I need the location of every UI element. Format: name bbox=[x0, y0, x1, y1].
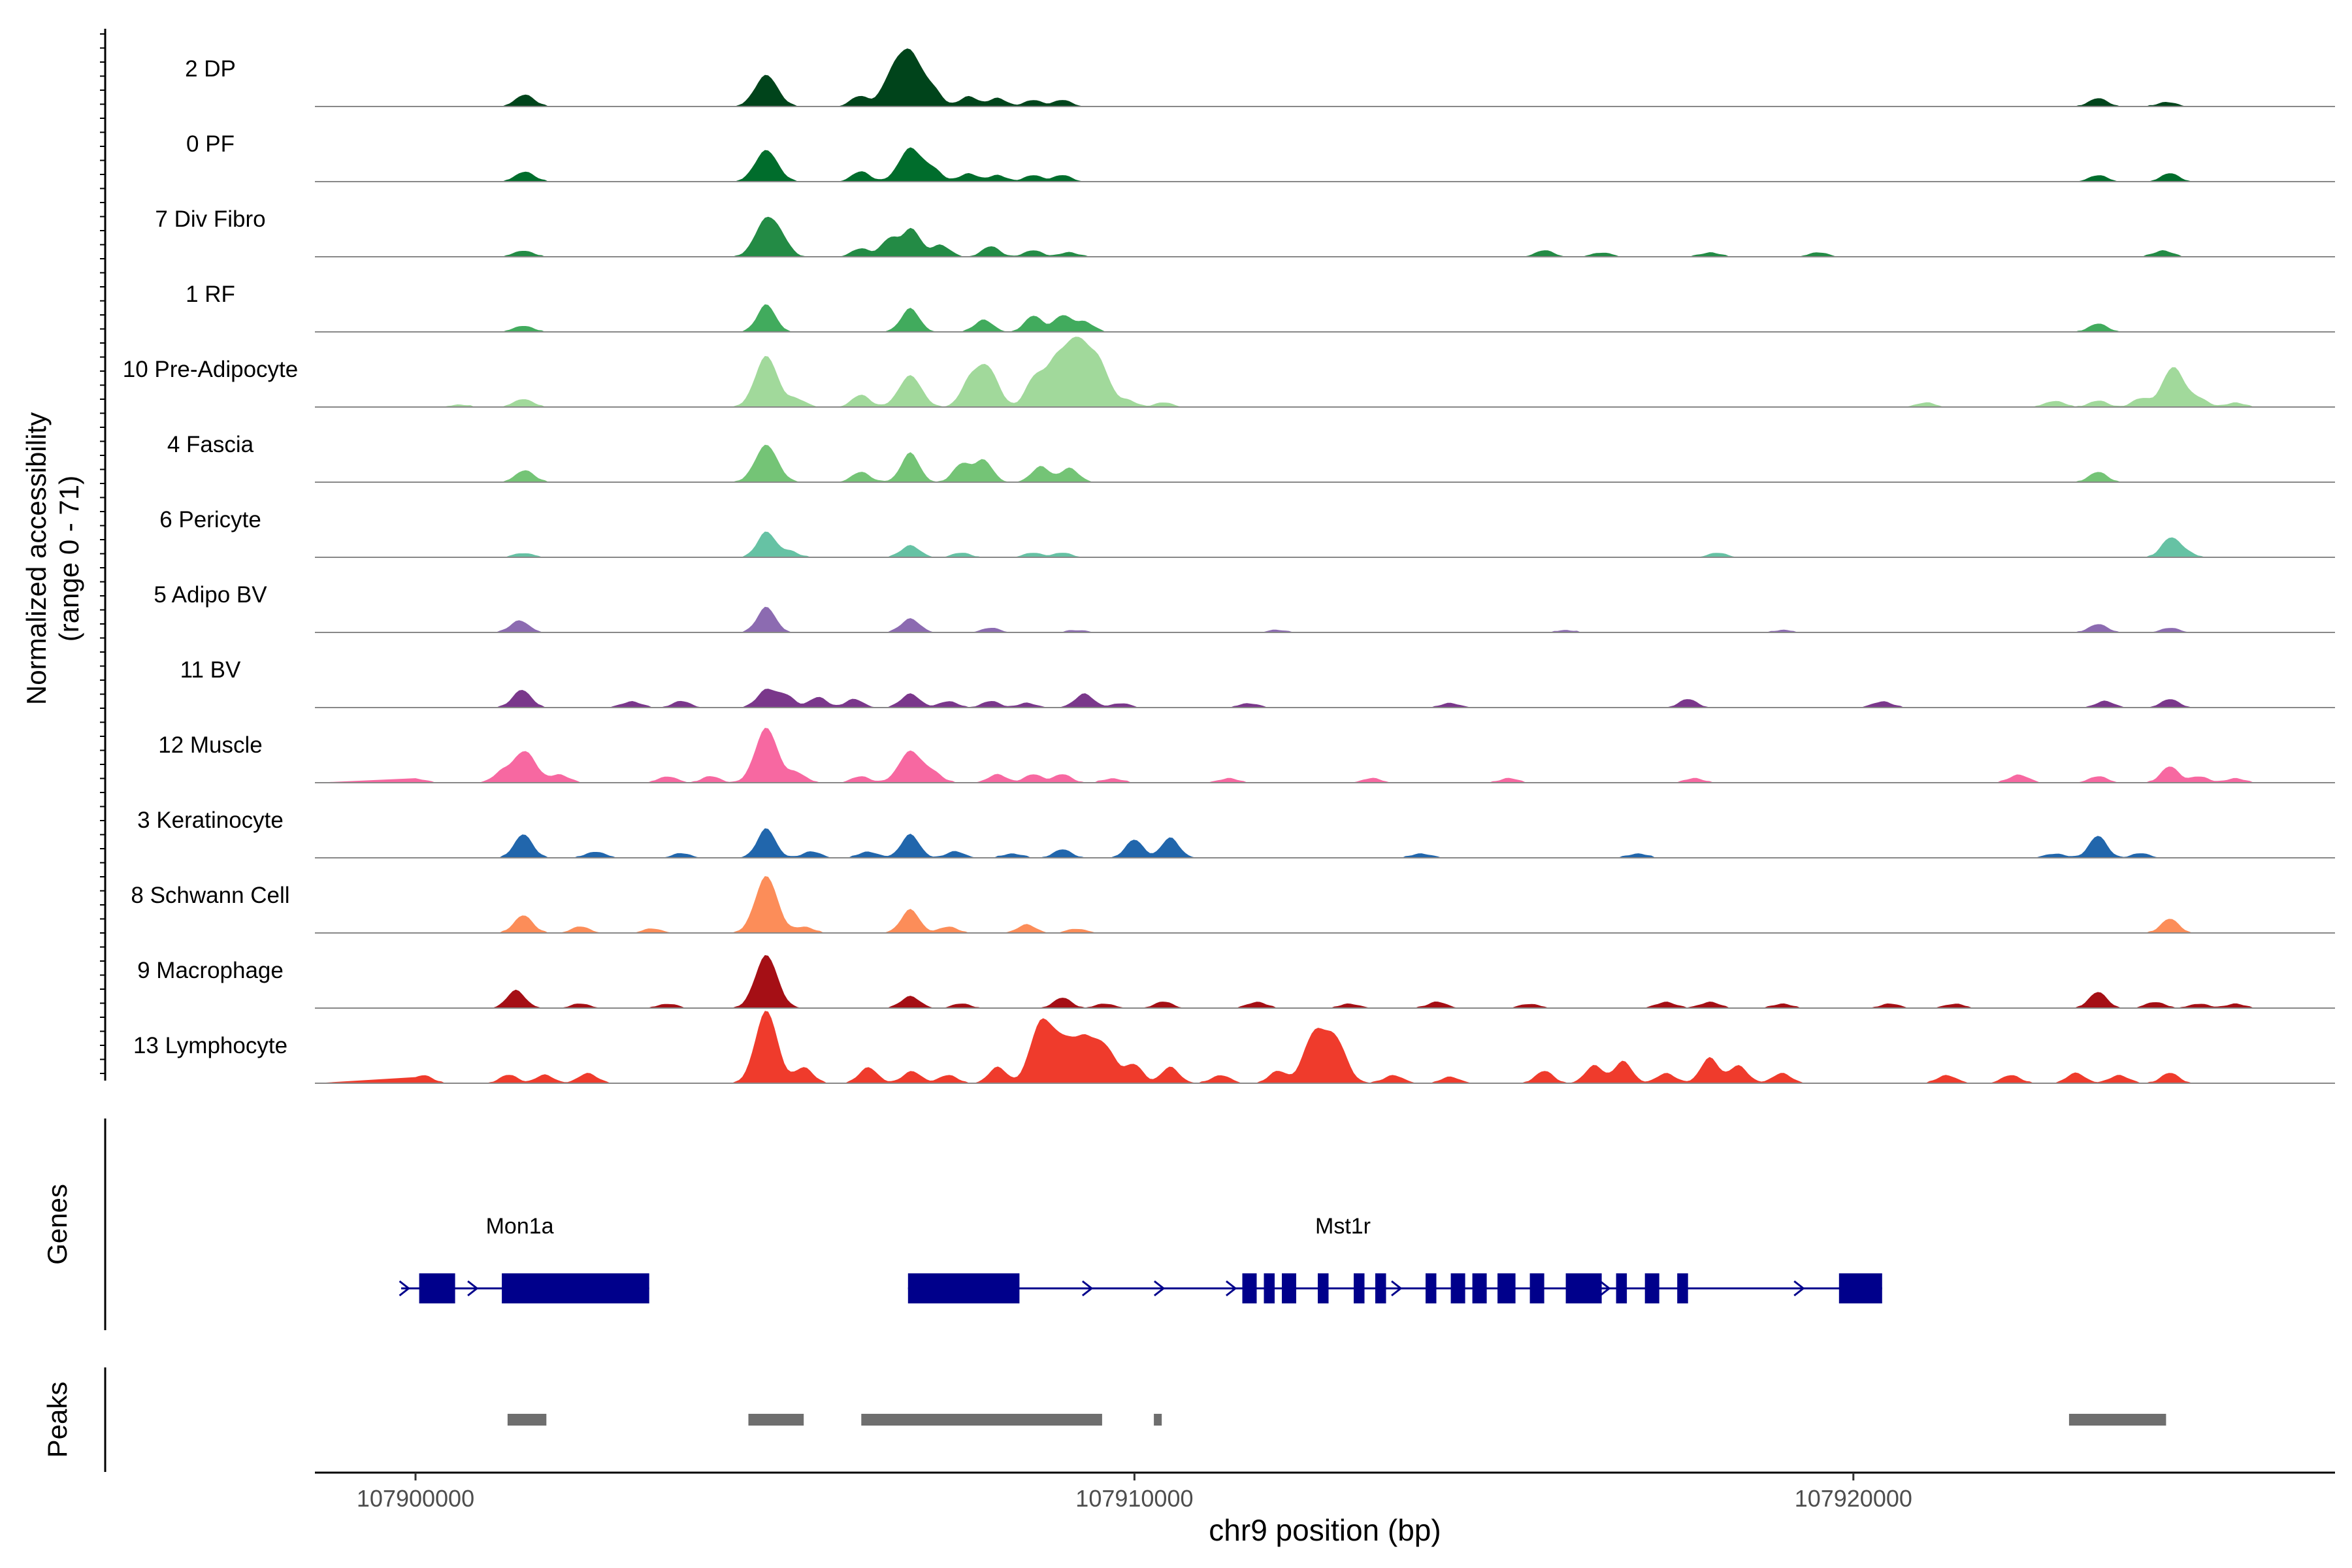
track-label: 0 PF bbox=[186, 131, 235, 157]
accessibility-tracks: 2 DP 0 PF 7 Div Fibro 1 RF 10 Pre-Adipocyte 4… bbox=[123, 48, 2335, 1084]
strand-arrow bbox=[399, 1280, 410, 1297]
track-area bbox=[315, 728, 2285, 783]
track-7: 6 Pericyte bbox=[159, 507, 2335, 558]
track-5: 10 Pre-Adipocyte bbox=[123, 336, 2335, 408]
strand-arrow bbox=[467, 1280, 479, 1297]
y-axis-ticks bbox=[100, 33, 105, 1074]
peak-region bbox=[507, 1414, 547, 1426]
track-4: 1 RF bbox=[186, 282, 2335, 333]
track-1: 2 DP bbox=[185, 48, 2335, 107]
track-label: 6 Pericyte bbox=[159, 507, 261, 532]
x-tick-label: 107900000 bbox=[357, 1485, 474, 1512]
strand-arrow bbox=[1226, 1280, 1237, 1297]
x-tick-label: 107910000 bbox=[1075, 1485, 1193, 1512]
track-9: 11 BV bbox=[180, 657, 2335, 708]
gene-mst1r: Mst1r bbox=[907, 1214, 1882, 1303]
gene-exon bbox=[1318, 1273, 1329, 1303]
track-label: 7 Div Fibro bbox=[155, 206, 265, 232]
gene-exon bbox=[907, 1273, 1020, 1303]
gene-exon bbox=[1282, 1273, 1296, 1303]
track-area bbox=[315, 147, 2285, 182]
gene-exon bbox=[1242, 1273, 1257, 1303]
gene-exon bbox=[1450, 1273, 1465, 1303]
track-label: 3 Keratinocyte bbox=[137, 808, 284, 833]
gene-exon bbox=[1644, 1273, 1659, 1303]
track-area bbox=[315, 876, 2285, 933]
gene-exon bbox=[1677, 1273, 1688, 1303]
track-label: 11 BV bbox=[180, 657, 241, 683]
gene-label: Mst1r bbox=[1315, 1214, 1371, 1239]
track-label: 9 Macrophage bbox=[137, 958, 284, 983]
gene-annotations: Mon1a Mst1r bbox=[399, 1214, 1882, 1303]
track-label: 12 Muscle bbox=[158, 732, 263, 758]
track-8: 5 Adipo BV bbox=[154, 582, 2335, 633]
strand-arrow bbox=[1599, 1280, 1611, 1297]
x-axis-ticks: 107900000 107910000 107920000 bbox=[357, 1473, 1912, 1512]
track-label: 5 Adipo BV bbox=[154, 582, 267, 608]
strand-arrow bbox=[1081, 1280, 1094, 1297]
track-11: 3 Keratinocyte bbox=[137, 808, 2335, 858]
peak-region bbox=[2068, 1414, 2166, 1426]
track-area bbox=[315, 444, 2285, 482]
gene-label: Mon1a bbox=[486, 1214, 554, 1239]
track-area bbox=[315, 689, 2285, 708]
track-13: 9 Macrophage bbox=[137, 955, 2335, 1009]
track-label: 1 RF bbox=[186, 282, 235, 307]
peak-region bbox=[861, 1414, 1102, 1426]
strand-arrow bbox=[1793, 1280, 1805, 1297]
track-label: 2 DP bbox=[185, 56, 236, 82]
track-area bbox=[315, 955, 2285, 1008]
track-label: 13 Lymphocyte bbox=[133, 1033, 287, 1058]
gene-exon bbox=[1264, 1273, 1275, 1303]
track-area bbox=[315, 1011, 2285, 1083]
track-label: 8 Schwann Cell bbox=[131, 883, 289, 908]
x-axis-label: chr9 position (bp) bbox=[1209, 1513, 1441, 1547]
gene-exon bbox=[1497, 1273, 1516, 1303]
peaks-panel-label: Peaks bbox=[42, 1382, 73, 1458]
genes-panel-label: Genes bbox=[42, 1184, 73, 1265]
strand-arrow bbox=[1391, 1280, 1403, 1297]
gene-mon1a: Mon1a bbox=[399, 1214, 649, 1303]
track-area bbox=[315, 828, 2285, 858]
track-area bbox=[315, 606, 2285, 632]
track-3: 7 Div Fibro bbox=[155, 206, 2335, 257]
x-tick-label: 107920000 bbox=[1795, 1485, 1912, 1512]
track-label: 10 Pre-Adipocyte bbox=[123, 357, 298, 382]
peak-region bbox=[748, 1414, 804, 1426]
track-2: 0 PF bbox=[186, 131, 2335, 182]
track-10: 12 Muscle bbox=[158, 728, 2335, 783]
track-area bbox=[315, 304, 2285, 332]
y-axis-label: Normalized accessibility bbox=[21, 412, 52, 705]
gene-exon bbox=[1565, 1273, 1602, 1303]
gene-exon bbox=[1529, 1273, 1544, 1303]
gene-exon bbox=[1375, 1273, 1386, 1303]
gene-exon bbox=[1354, 1273, 1365, 1303]
strand-arrow bbox=[909, 1280, 921, 1297]
track-14: 13 Lymphocyte bbox=[133, 1011, 2335, 1084]
strand-arrow bbox=[1153, 1280, 1166, 1297]
track-12: 8 Schwann Cell bbox=[131, 876, 2335, 934]
gene-exon bbox=[1472, 1273, 1487, 1303]
gene-exon bbox=[1616, 1273, 1627, 1303]
gene-exon bbox=[419, 1273, 455, 1303]
gene-exon bbox=[1426, 1273, 1437, 1303]
track-label: 4 Fascia bbox=[167, 432, 254, 457]
peak-regions bbox=[507, 1414, 2166, 1426]
y-axis-range-label: (range 0 - 71) bbox=[54, 476, 84, 642]
gene-exon bbox=[502, 1273, 649, 1303]
peak-region bbox=[1154, 1414, 1162, 1426]
gene-exon bbox=[1838, 1273, 1882, 1303]
track-6: 4 Fascia bbox=[167, 432, 2335, 483]
